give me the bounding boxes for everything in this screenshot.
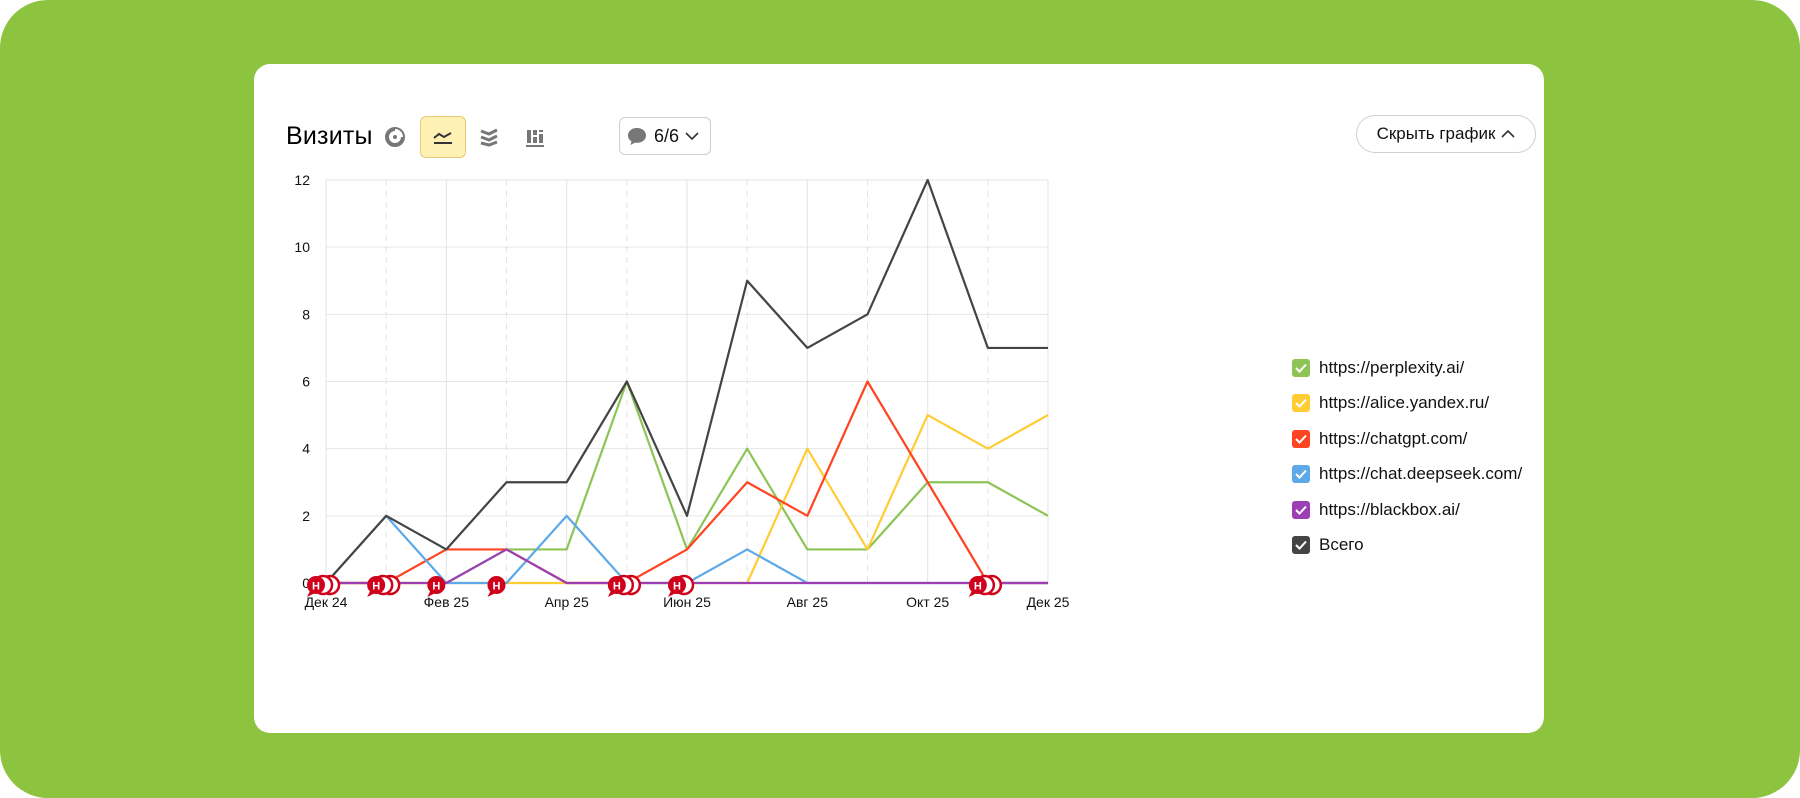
x-tick-label: Дек 24 [305,594,348,610]
bar-chart-icon [526,130,544,147]
checkbox-checked-icon[interactable] [1292,358,1310,377]
y-tick-label: 10 [294,239,310,255]
note-marker-label: Н [372,581,380,593]
x-tick-label: Фев 25 [424,594,470,610]
x-tick-label: Июн 25 [663,594,711,610]
y-tick-label: 8 [302,306,310,322]
y-tick-label: 2 [302,508,310,524]
legend-label: https://chat.deepseek.com/ [1319,464,1523,484]
chart-legend: https://perplexity.ai/https://alice.yand… [1292,350,1522,563]
legend-item[interactable]: https://chatgpt.com/ [1292,421,1522,457]
hide-chart-label: Скрыть график [1376,124,1496,143]
legend-label: https://chatgpt.com/ [1319,428,1468,448]
checkbox-checked-icon[interactable] [1292,429,1310,448]
y-tick-label: 6 [302,374,310,390]
note-marker-label: Н [673,581,681,593]
legend-label: Всего [1319,535,1364,555]
note-marker [607,576,626,594]
hide-chart-button[interactable]: Скрыть график [1356,115,1536,153]
legend-label: https://perplexity.ai/ [1319,357,1465,377]
x-tick-label: Окт 25 [906,594,949,610]
line-chart: 0 2 4 6 8 10 12 Дек 24 Фев 25 Апр 25 Июн 25 Авг 25 О… [294,172,1070,610]
note-marker-label: Н [493,581,501,593]
pie-chart-button[interactable] [372,116,418,158]
legend-item[interactable]: https://alice.yandex.ru/ [1292,386,1522,422]
y-tick-label: 12 [294,172,310,188]
series-line [325,178,1048,584]
stacked-area-icon [480,128,498,147]
pie-chart-icon [385,127,405,147]
note-marker [487,576,506,594]
y-tick-label: 0 [302,575,310,591]
note-marker [668,576,686,594]
notes-count: 6/6 [654,125,680,146]
note-marker [427,576,446,594]
checkbox-checked-icon[interactable] [1292,394,1310,413]
legend-item[interactable]: https://perplexity.ai/ [1292,350,1522,386]
checkbox-checked-icon[interactable] [1292,465,1310,484]
note-marker [968,576,987,594]
y-tick-label: 4 [302,441,310,457]
chart-card: Визиты 6/6 [254,64,1544,733]
legend-item[interactable]: Всего [1292,528,1522,564]
note-marker [307,576,325,594]
checkbox-checked-icon[interactable] [1292,536,1310,555]
comment-icon [628,128,646,145]
page-title: Визиты [286,122,373,150]
bar-chart-button[interactable] [512,116,558,158]
note-marker-label: Н [432,581,440,593]
chevron-up-icon [1501,129,1515,138]
legend-label: https://alice.yandex.ru/ [1319,393,1490,413]
note-marker [367,576,386,594]
x-tick-label: Дек 25 [1027,594,1070,610]
note-marker-label: Н [613,581,621,593]
note-marker-label: Н [312,581,320,593]
stacked-area-button[interactable] [466,116,512,158]
checkbox-checked-icon[interactable] [1292,500,1310,519]
x-tick-label: Апр 25 [545,594,589,610]
line-chart-icon [433,132,452,144]
legend-item[interactable]: https://blackbox.ai/ [1292,492,1522,528]
x-tick-label: Авг 25 [787,594,829,610]
legend-label: https://blackbox.ai/ [1319,499,1460,519]
notes-filter-button[interactable]: 6/6 [619,117,711,155]
line-chart-button[interactable] [420,116,466,158]
note-marker-label: Н [974,581,982,593]
chevron-down-icon [685,132,699,141]
legend-item[interactable]: https://chat.deepseek.com/ [1292,457,1522,493]
